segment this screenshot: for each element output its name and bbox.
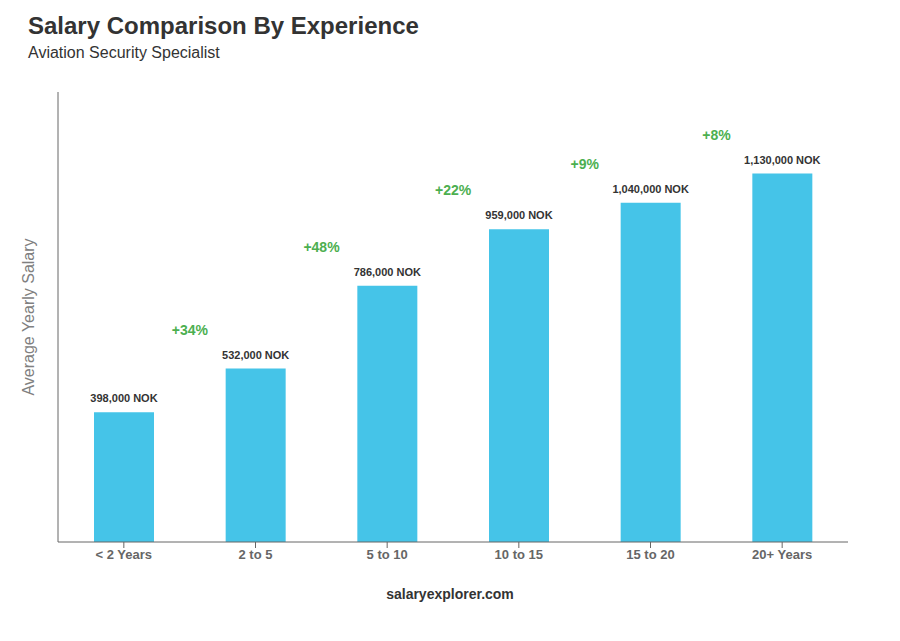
svg-text:+8%: +8%	[702, 127, 731, 143]
svg-text:1,130,000 NOK: 1,130,000 NOK	[744, 154, 820, 166]
svg-text:+48%: +48%	[303, 239, 340, 255]
svg-text:< 2 Years: < 2 Years	[96, 547, 153, 562]
svg-text:398,000 NOK: 398,000 NOK	[90, 392, 157, 404]
html-text:salaryexplorer.com: salaryexplorer.com	[386, 586, 514, 602]
svg-text:+34%: +34%	[172, 322, 209, 338]
html-text:Salary Comparison By Experienc: Salary Comparison By Experience	[28, 12, 419, 39]
svg-text:2 to 5: 2 to 5	[239, 547, 273, 562]
svg-text:959,000 NOK: 959,000 NOK	[485, 209, 552, 221]
svg-text:786,000 NOK: 786,000 NOK	[354, 266, 421, 278]
svg-text:5 to 10: 5 to 10	[367, 547, 408, 562]
svg-text:532,000 NOK: 532,000 NOK	[222, 349, 289, 361]
svg-text:Average Yearly Salary: Average Yearly Salary	[20, 238, 37, 395]
svg-text:20+ Years: 20+ Years	[752, 547, 812, 562]
svg-text:+22%: +22%	[435, 182, 472, 198]
svg-text:1,040,000 NOK: 1,040,000 NOK	[612, 183, 688, 195]
svg-text:+9%: +9%	[571, 156, 600, 172]
svg-text:15 to 20: 15 to 20	[626, 547, 674, 562]
svg-text:10 to 15: 10 to 15	[495, 547, 543, 562]
html-text:Aviation Security Specialist: Aviation Security Specialist	[28, 44, 220, 61]
